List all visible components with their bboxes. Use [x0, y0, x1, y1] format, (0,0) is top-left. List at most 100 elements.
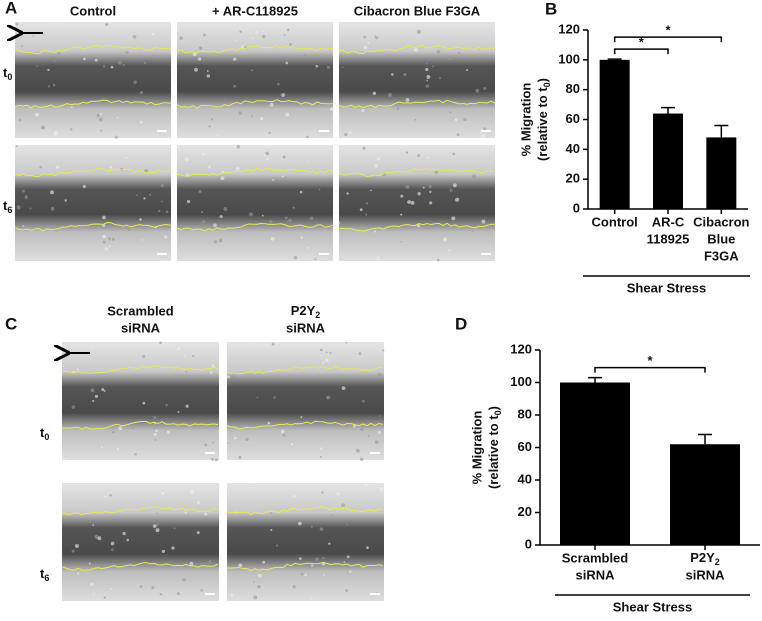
cell-speck — [166, 430, 170, 434]
cell-speck — [422, 186, 425, 189]
wound-edge — [14, 99, 172, 109]
cell-speck — [72, 370, 75, 373]
cell-speck — [361, 109, 365, 113]
cell-speck — [160, 183, 164, 187]
column-label: siRNA — [121, 320, 161, 335]
significance-bracket — [613, 48, 669, 55]
cell-speck — [159, 592, 163, 596]
cell-speck — [483, 104, 485, 106]
cell-speck — [47, 85, 51, 88]
y-tick-label: 0 — [525, 536, 532, 551]
cell-speck — [250, 69, 254, 72]
cell-speck — [367, 434, 370, 437]
cell-speck — [407, 200, 411, 204]
wound-edge — [226, 506, 384, 516]
cell-speck — [110, 65, 114, 69]
cell-speck — [102, 240, 106, 244]
x-tick-label-sub: 2 — [715, 557, 720, 567]
cell-speck — [100, 446, 104, 449]
cell-speck — [233, 57, 237, 61]
cell-speck — [98, 117, 103, 122]
cell-speck — [109, 165, 113, 169]
cell-speck — [71, 405, 76, 409]
cell-speck — [153, 416, 157, 420]
cell-speck — [142, 401, 146, 405]
cell-speck — [425, 63, 428, 65]
micrograph — [227, 483, 384, 601]
cell-speck — [300, 236, 303, 239]
cell-speck — [265, 157, 269, 161]
cell-speck — [88, 562, 91, 565]
scale-bar — [319, 253, 329, 255]
column-label: P2Y2 — [291, 303, 321, 320]
cell-speck — [189, 561, 194, 566]
panel-label: A — [5, 0, 17, 17]
cell-speck — [261, 214, 264, 217]
cell-speck — [192, 52, 197, 57]
cell-speck — [311, 564, 314, 567]
wound-edge — [14, 45, 172, 55]
cell-speck — [472, 174, 476, 179]
cell-speck — [198, 46, 203, 50]
cell-speck — [125, 156, 128, 160]
cell-speck — [321, 561, 326, 566]
cell-speck — [39, 165, 43, 169]
cell-speck — [284, 216, 288, 220]
micrograph — [339, 145, 495, 261]
column-label: Control — [70, 3, 116, 18]
cell-speck — [483, 127, 487, 131]
x-tick-label: 118925 — [647, 231, 690, 246]
cell-speck — [299, 190, 303, 194]
error-bar — [588, 376, 602, 383]
cell-speck — [92, 524, 95, 527]
y-tick-label: 20 — [566, 171, 580, 186]
cell-speck — [125, 344, 128, 347]
cell-speck — [304, 573, 307, 577]
micrograph — [62, 342, 219, 460]
cell-speck — [376, 157, 381, 161]
cell-speck — [238, 111, 243, 115]
significance-label: * — [639, 35, 645, 50]
cell-speck — [74, 543, 79, 548]
cell-speck — [276, 544, 279, 547]
cell-speck — [320, 455, 322, 458]
cell-speck — [176, 347, 181, 351]
cell-speck — [251, 115, 254, 118]
y-axis-label: (relative to t0) — [535, 78, 552, 161]
cell-speck — [277, 82, 280, 86]
cell-speck — [329, 351, 332, 354]
cell-speck — [286, 28, 290, 32]
cell-speck — [457, 51, 460, 54]
y-axis-label-main: (relative to t — [535, 87, 550, 161]
group-label: Shear Stress — [627, 280, 707, 295]
cell-speck — [267, 421, 271, 425]
cell-speck — [110, 587, 113, 590]
cell-speck — [391, 73, 394, 76]
cell-speck — [213, 240, 218, 244]
cell-speck — [378, 415, 381, 418]
cell-speck — [363, 45, 368, 50]
cell-speck — [70, 128, 73, 131]
cell-speck — [92, 592, 95, 595]
y-axis-label: % Migration — [518, 83, 533, 157]
x-tick-label: Blue — [707, 231, 735, 246]
cell-speck — [76, 368, 79, 371]
cell-speck — [198, 190, 202, 194]
cell-speck — [82, 184, 86, 189]
cell-speck — [142, 354, 146, 358]
y-tick-label: 20 — [518, 504, 532, 519]
cell-speck — [442, 237, 447, 242]
wound-edge — [226, 420, 384, 430]
cell-speck — [345, 589, 349, 592]
wound-edge — [61, 420, 219, 431]
cell-speck — [184, 157, 189, 162]
cell-speck — [118, 426, 123, 431]
wound-edge — [338, 45, 496, 55]
cell-speck — [436, 258, 440, 262]
cell-speck — [97, 536, 102, 541]
cell-speck — [416, 224, 421, 228]
cell-speck — [92, 399, 95, 403]
cell-speck — [99, 112, 102, 116]
cell-speck — [126, 538, 130, 542]
panel-label: D — [455, 314, 467, 333]
